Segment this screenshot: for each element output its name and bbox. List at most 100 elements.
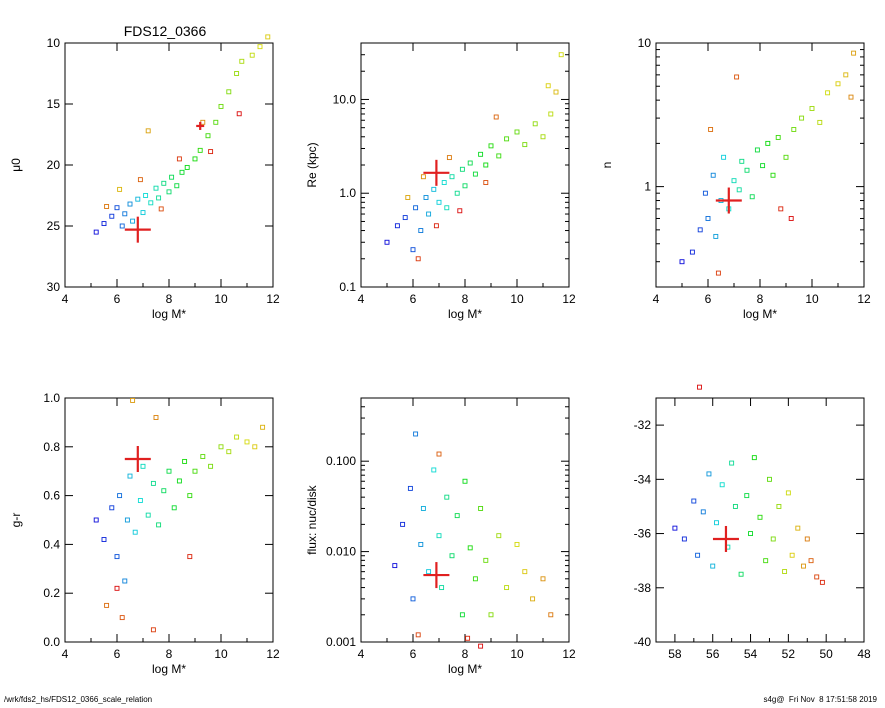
- x-tick-label: 8: [166, 647, 173, 661]
- data-point: [234, 71, 240, 76]
- data-point: [166, 468, 172, 474]
- data-point: [713, 233, 719, 239]
- data-point: [483, 162, 489, 168]
- data-point: [705, 216, 711, 221]
- x-tick-label: 50: [820, 647, 834, 661]
- data-point: [504, 585, 510, 591]
- data-point: [436, 533, 442, 539]
- y-tick-label: 25: [47, 219, 61, 233]
- data-point: [783, 154, 789, 160]
- data-point: [226, 449, 232, 455]
- y-tick-label: 0.100: [326, 454, 356, 468]
- data-point: [244, 439, 250, 445]
- data-point: [135, 196, 141, 202]
- y-tick-label: 1.0: [339, 186, 356, 200]
- x-axis-label: log M*: [743, 307, 777, 321]
- y-tick-label: -38: [634, 581, 652, 595]
- data-point: [749, 194, 755, 200]
- x-tick-label: 8: [166, 292, 173, 306]
- data-point: [778, 206, 784, 212]
- data-point: [101, 221, 107, 227]
- data-point: [734, 74, 740, 80]
- data-point: [130, 218, 136, 224]
- data-point: [104, 204, 110, 209]
- x-tick-label: 6: [114, 647, 121, 661]
- data-point: [200, 119, 206, 125]
- data-point: [176, 156, 182, 162]
- data-point: [708, 127, 714, 132]
- data-point: [441, 180, 447, 185]
- data-point: [140, 463, 146, 469]
- data-point: [192, 468, 198, 474]
- y-tick-label: -40: [634, 635, 652, 649]
- data-point: [137, 177, 143, 183]
- data-point: [249, 52, 255, 58]
- x-tick-label: 6: [410, 292, 417, 306]
- data-point: [751, 455, 757, 461]
- data-point: [119, 223, 125, 229]
- data-point: [239, 58, 245, 64]
- data-point: [478, 151, 484, 157]
- data-point: [504, 136, 510, 142]
- data-point: [496, 533, 502, 539]
- data-point: [109, 213, 115, 219]
- data-point: [174, 183, 180, 189]
- data-point: [843, 72, 849, 78]
- data-point: [757, 514, 763, 520]
- data-point: [145, 128, 151, 134]
- data-point: [114, 205, 120, 211]
- data-point: [472, 576, 478, 582]
- data-point: [478, 643, 484, 649]
- data-point: [426, 211, 432, 217]
- data-point: [166, 189, 172, 195]
- data-point: [101, 537, 107, 542]
- y-tick-label: -36: [634, 527, 652, 541]
- data-point: [436, 451, 442, 457]
- y-tick-label: 10: [638, 36, 652, 50]
- data-point: [715, 270, 721, 276]
- data-point: [785, 490, 791, 496]
- data-point: [127, 473, 133, 479]
- data-point: [124, 517, 130, 523]
- data-point: [804, 536, 810, 542]
- data-point: [158, 206, 164, 212]
- data-point: [226, 89, 232, 95]
- plot-frame: [64, 42, 274, 288]
- y-tick-label: 0.010: [326, 545, 356, 559]
- data-point: [514, 129, 520, 135]
- data-point: [418, 541, 424, 547]
- data-point: [114, 585, 120, 591]
- data-point: [431, 467, 437, 473]
- data-point: [418, 228, 424, 233]
- data-point: [446, 155, 452, 161]
- data-point: [530, 596, 536, 602]
- data-point: [719, 482, 725, 488]
- data-point: [454, 513, 460, 519]
- x-tick-label: 4: [62, 647, 69, 661]
- y-tick-label: 10: [47, 36, 61, 50]
- data-point: [738, 571, 744, 577]
- data-point: [788, 216, 794, 221]
- y-tick-label: -34: [634, 472, 652, 486]
- data-point: [478, 506, 484, 511]
- data-point: [117, 493, 123, 499]
- data-point: [436, 199, 442, 205]
- data-point: [496, 153, 502, 159]
- data-point: [449, 174, 455, 180]
- data-point: [459, 612, 465, 618]
- data-point: [197, 147, 203, 153]
- panel-p5: 4 6 8 10 12 0.001 0.010 0.100 log M* flux: nuc/di…: [305, 397, 576, 676]
- data-point: [137, 498, 143, 503]
- x-tick-label: 12: [562, 292, 576, 306]
- data-point: [119, 615, 125, 621]
- data-point: [156, 195, 162, 201]
- panel-p3: 4 6 8 10 12 1 10 log M* n: [600, 36, 871, 321]
- data-point: [93, 229, 99, 235]
- data-point: [457, 208, 463, 214]
- y-tick-label: 10.0: [333, 92, 357, 106]
- data-point: [548, 111, 554, 117]
- data-point: [672, 525, 678, 531]
- data-point: [540, 134, 546, 140]
- y-axis-label: n: [600, 162, 614, 169]
- data-point: [145, 512, 151, 518]
